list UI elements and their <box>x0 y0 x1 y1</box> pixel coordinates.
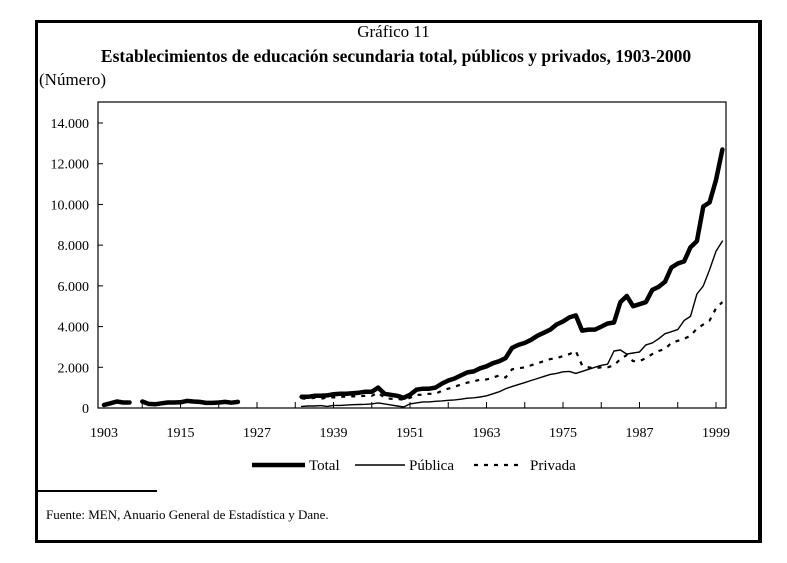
y-tick-label: 0 <box>82 402 89 417</box>
x-tick-label: 1951 <box>396 426 424 441</box>
legend-label: Total <box>309 458 340 474</box>
plot-area <box>97 101 727 409</box>
figure-frame <box>35 20 762 543</box>
legend-label: Privada <box>530 458 576 474</box>
x-tick-label: 1975 <box>549 426 577 441</box>
y-tick-label: 2.000 <box>58 361 90 376</box>
source-divider <box>38 490 157 492</box>
figure-caption: Gráfico 11 <box>357 22 430 41</box>
series-group <box>101 147 725 408</box>
y-tick-label: 14.000 <box>51 117 90 132</box>
y-tick-label: 4.000 <box>58 321 90 336</box>
y-tick-label: 10.000 <box>51 198 90 213</box>
series-total <box>101 147 725 408</box>
series-line-segment <box>101 399 132 408</box>
x-tick-label: 1987 <box>626 426 654 441</box>
y-axis-unit-label: (Número) <box>39 70 107 89</box>
x-tick-label: 1903 <box>90 426 118 441</box>
y-tick-label: 6.000 <box>58 280 90 295</box>
axes: 0 2.000 4.000 6.000 8.000 10.000 12.000 14.000 1… <box>51 101 730 441</box>
chart-title: Establecimientos de educación secundaria… <box>100 46 692 66</box>
x-tick-label: 1939 <box>320 426 348 441</box>
series-line-segment <box>299 147 725 401</box>
series-line-segment <box>140 398 241 407</box>
x-tick-label: 1915 <box>167 426 195 441</box>
series-line-segment <box>301 301 724 401</box>
x-tick-label: 1927 <box>243 426 271 441</box>
x-tick-label: 1963 <box>473 426 501 441</box>
series-privada <box>301 301 724 401</box>
y-tick-label: 8.000 <box>58 239 90 254</box>
legend-label: Pública <box>409 458 454 474</box>
source-note: Fuente: MEN, Anuario General de Estadíst… <box>46 507 329 522</box>
series-pblica <box>300 240 724 408</box>
y-tick-label: 12.000 <box>51 158 90 173</box>
x-tick-label: 1999 <box>702 426 730 441</box>
series-line-segment <box>300 240 724 408</box>
legend: Total Pública Privada <box>252 458 576 474</box>
